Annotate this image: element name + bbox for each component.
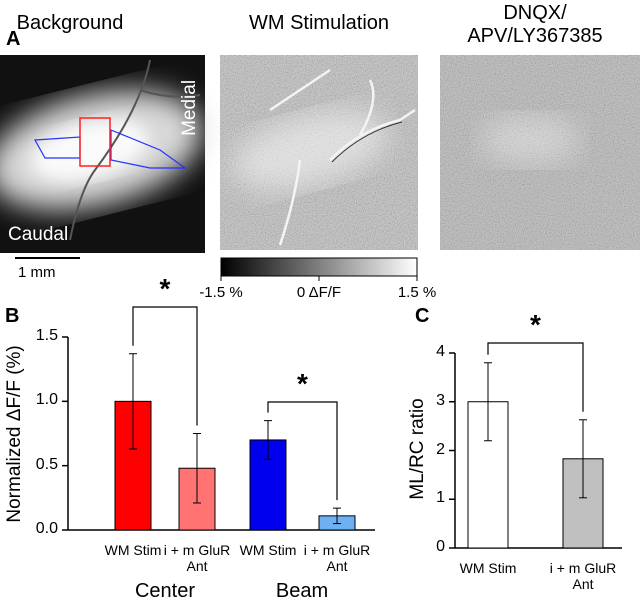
scale-bar-label: 1 mm	[18, 264, 56, 281]
error-bar	[129, 353, 137, 450]
error-bar	[193, 433, 201, 504]
image-title: Background	[16, 12, 124, 34]
colorbar-tick-label: 1.5 %	[397, 284, 437, 301]
colorbar	[220, 257, 418, 277]
significance-star: *	[530, 309, 541, 340]
panel-label: C	[415, 305, 430, 327]
y-axis-label: Normalized ΔF/F (%)	[4, 345, 26, 523]
y-tick-label: 2	[436, 440, 445, 458]
y-tick-label: 1	[436, 489, 445, 507]
y-tick-label: 3	[436, 391, 445, 409]
significance-bracket	[132, 306, 198, 426]
x-tick-label: WM Stim	[104, 542, 162, 558]
panel-label: B	[5, 305, 20, 327]
error-bar	[264, 420, 272, 460]
y-tick-label: 0.5	[35, 455, 58, 473]
significance-star: *	[297, 368, 308, 399]
colorbar-tick-label: 0 ΔF/F	[296, 284, 342, 301]
error-bar	[333, 507, 341, 525]
y-tick-label: 1.5	[35, 327, 58, 344]
error-bar	[579, 419, 587, 499]
background-image	[0, 55, 205, 253]
orientation-label: Medial	[179, 79, 201, 136]
x-tick-label: i + m GluR Ant	[549, 560, 617, 592]
y-tick-label: 0	[436, 538, 445, 555]
x-tick-label: i + m GluR Ant	[303, 542, 371, 574]
dnqx-image	[440, 55, 640, 250]
image-title: DNQX/ APV/LY367385	[467, 2, 603, 47]
significance-bracket	[267, 401, 338, 501]
orientation-label: Caudal	[8, 224, 69, 245]
colorbar-tick-label: -1.5 %	[199, 284, 243, 301]
x-tick-label: WM Stim	[459, 560, 517, 576]
y-tick-label: 4	[436, 343, 445, 360]
wm-stimulation-image	[220, 55, 418, 250]
x-tick-label: i + m GluR Ant	[163, 542, 231, 574]
significance-star: *	[159, 273, 171, 304]
y-tick-label: 0.0	[35, 520, 58, 537]
significance-bracket	[487, 342, 584, 412]
y-tick-label: 1.0	[35, 391, 58, 409]
group-label: Center	[134, 580, 196, 602]
panel-label: A	[6, 28, 21, 50]
x-tick-label: WM Stim	[239, 542, 297, 558]
error-bar	[484, 362, 492, 442]
group-label: Beam	[275, 580, 329, 602]
image-title: WM Stimulation	[248, 12, 390, 34]
